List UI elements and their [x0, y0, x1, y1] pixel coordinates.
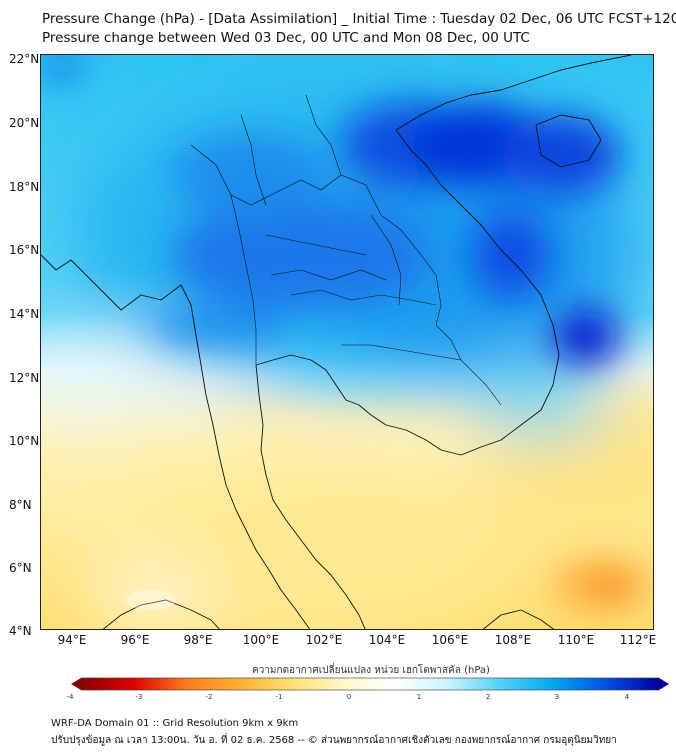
chart-title-line2: Pressure change between Wed 03 Dec, 00 U… [42, 30, 530, 46]
colorbar [71, 677, 669, 691]
lon-tick-100: 100°E [242, 633, 280, 647]
lon-tick-102: 102°E [305, 633, 343, 647]
colorbar-label: ความกดอากาศเปลี่ยนแปลง หน่วย เฮกโตพาสคัล… [252, 665, 490, 676]
colorbar-ramp [80, 677, 660, 691]
lat-tick-12: 12°N [9, 371, 40, 385]
lon-tick-94: 94°E [57, 633, 87, 647]
lat-tick-20: 20°N [9, 116, 40, 130]
map-canvas [41, 55, 653, 629]
coastlines [41, 55, 632, 629]
colorbar-tick: -2 [205, 693, 213, 701]
chart-title-line1: Pressure Change (hPa) - [Data Assimilati… [42, 11, 676, 27]
lat-tick-8: 8°N [9, 498, 32, 512]
lon-tick-112: 112°E [619, 633, 657, 647]
colorbar-min-arrow [71, 678, 81, 690]
borders [190, 94, 502, 406]
pressure-change-map[interactable] [40, 54, 654, 630]
lat-tick-10: 10°N [9, 434, 40, 448]
colorbar-tick: -4 [66, 693, 74, 701]
colorbar-tick: 2 [485, 693, 491, 701]
lon-tick-110: 110°E [557, 633, 595, 647]
lat-tick-22: 22°N [9, 52, 40, 66]
lon-tick-106: 106°E [431, 633, 469, 647]
colorbar-max-arrow [659, 678, 669, 690]
footer-credit: ปรับปรุงข้อมูล ณ เวลา 13:00น. วัน อ. ที่… [51, 735, 617, 746]
colorbar-tick: 0 [346, 693, 352, 701]
lon-tick-104: 104°E [368, 633, 406, 647]
lon-tick-108: 108°E [494, 633, 532, 647]
lat-tick-6: 6°N [9, 561, 32, 575]
colorbar-tick: -3 [135, 693, 143, 701]
colorbar-tick: 3 [554, 693, 560, 701]
colorbar-tick: 1 [416, 693, 422, 701]
lat-tick-4: 4°N [9, 624, 32, 638]
colorbar-tick: 4 [624, 693, 630, 701]
lon-tick-98: 98°E [183, 633, 213, 647]
lat-tick-18: 18°N [9, 180, 40, 194]
lat-tick-16: 16°N [9, 243, 40, 257]
colorbar-tick: -1 [275, 693, 283, 701]
lat-tick-14: 14°N [9, 307, 40, 321]
footer-model-info: WRF-DA Domain 01 :: Grid Resolution 9km … [51, 718, 299, 729]
lon-tick-96: 96°E [120, 633, 150, 647]
